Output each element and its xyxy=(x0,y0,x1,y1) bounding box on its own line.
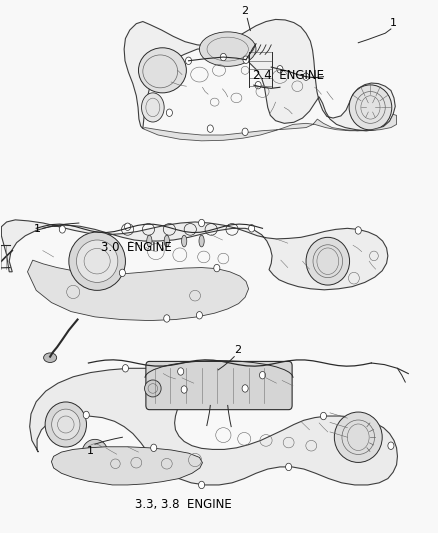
Polygon shape xyxy=(30,368,397,485)
Ellipse shape xyxy=(199,235,204,247)
Polygon shape xyxy=(1,220,388,290)
Text: 3.0  ENGINE: 3.0 ENGINE xyxy=(102,241,172,254)
Circle shape xyxy=(166,109,173,116)
FancyBboxPatch shape xyxy=(146,361,292,410)
Circle shape xyxy=(321,413,326,419)
Ellipse shape xyxy=(164,235,170,247)
Circle shape xyxy=(196,312,202,319)
Ellipse shape xyxy=(349,85,392,130)
Text: 3.3, 3.8  ENGINE: 3.3, 3.8 ENGINE xyxy=(135,497,232,511)
Ellipse shape xyxy=(147,235,152,247)
Circle shape xyxy=(286,463,292,471)
Circle shape xyxy=(259,372,265,379)
Circle shape xyxy=(355,227,361,234)
Ellipse shape xyxy=(52,409,80,440)
Circle shape xyxy=(242,385,248,392)
Ellipse shape xyxy=(77,240,118,282)
Circle shape xyxy=(388,442,394,449)
Circle shape xyxy=(181,386,187,393)
Circle shape xyxy=(59,225,65,233)
Text: 1: 1 xyxy=(389,18,396,28)
Ellipse shape xyxy=(82,439,108,467)
Text: 2: 2 xyxy=(234,345,241,355)
Text: 2.4  ENGINE: 2.4 ENGINE xyxy=(253,69,324,82)
Circle shape xyxy=(255,82,261,89)
Text: 1: 1 xyxy=(34,224,41,235)
Ellipse shape xyxy=(199,32,256,66)
Ellipse shape xyxy=(45,402,86,447)
Circle shape xyxy=(249,224,254,232)
Circle shape xyxy=(122,365,128,372)
Text: 1: 1 xyxy=(87,446,94,456)
Circle shape xyxy=(220,53,226,61)
Circle shape xyxy=(207,125,213,132)
Circle shape xyxy=(185,57,191,64)
Circle shape xyxy=(243,56,249,63)
Circle shape xyxy=(198,219,205,227)
Ellipse shape xyxy=(138,48,186,93)
Circle shape xyxy=(277,66,283,73)
Circle shape xyxy=(214,264,220,272)
Ellipse shape xyxy=(182,235,187,247)
Ellipse shape xyxy=(69,232,125,290)
Ellipse shape xyxy=(44,353,57,362)
Circle shape xyxy=(178,368,184,375)
Text: 2: 2 xyxy=(241,6,249,16)
Ellipse shape xyxy=(306,237,350,285)
Ellipse shape xyxy=(334,412,382,463)
Circle shape xyxy=(303,73,309,80)
Circle shape xyxy=(119,269,125,277)
Ellipse shape xyxy=(141,93,164,122)
Polygon shape xyxy=(143,114,396,141)
Circle shape xyxy=(124,223,131,230)
Circle shape xyxy=(164,315,170,322)
Polygon shape xyxy=(124,19,395,131)
Circle shape xyxy=(151,444,157,451)
Polygon shape xyxy=(28,260,249,320)
Circle shape xyxy=(242,128,248,135)
Polygon shape xyxy=(51,447,202,485)
Circle shape xyxy=(198,481,205,489)
Ellipse shape xyxy=(145,380,161,397)
Circle shape xyxy=(83,411,89,419)
